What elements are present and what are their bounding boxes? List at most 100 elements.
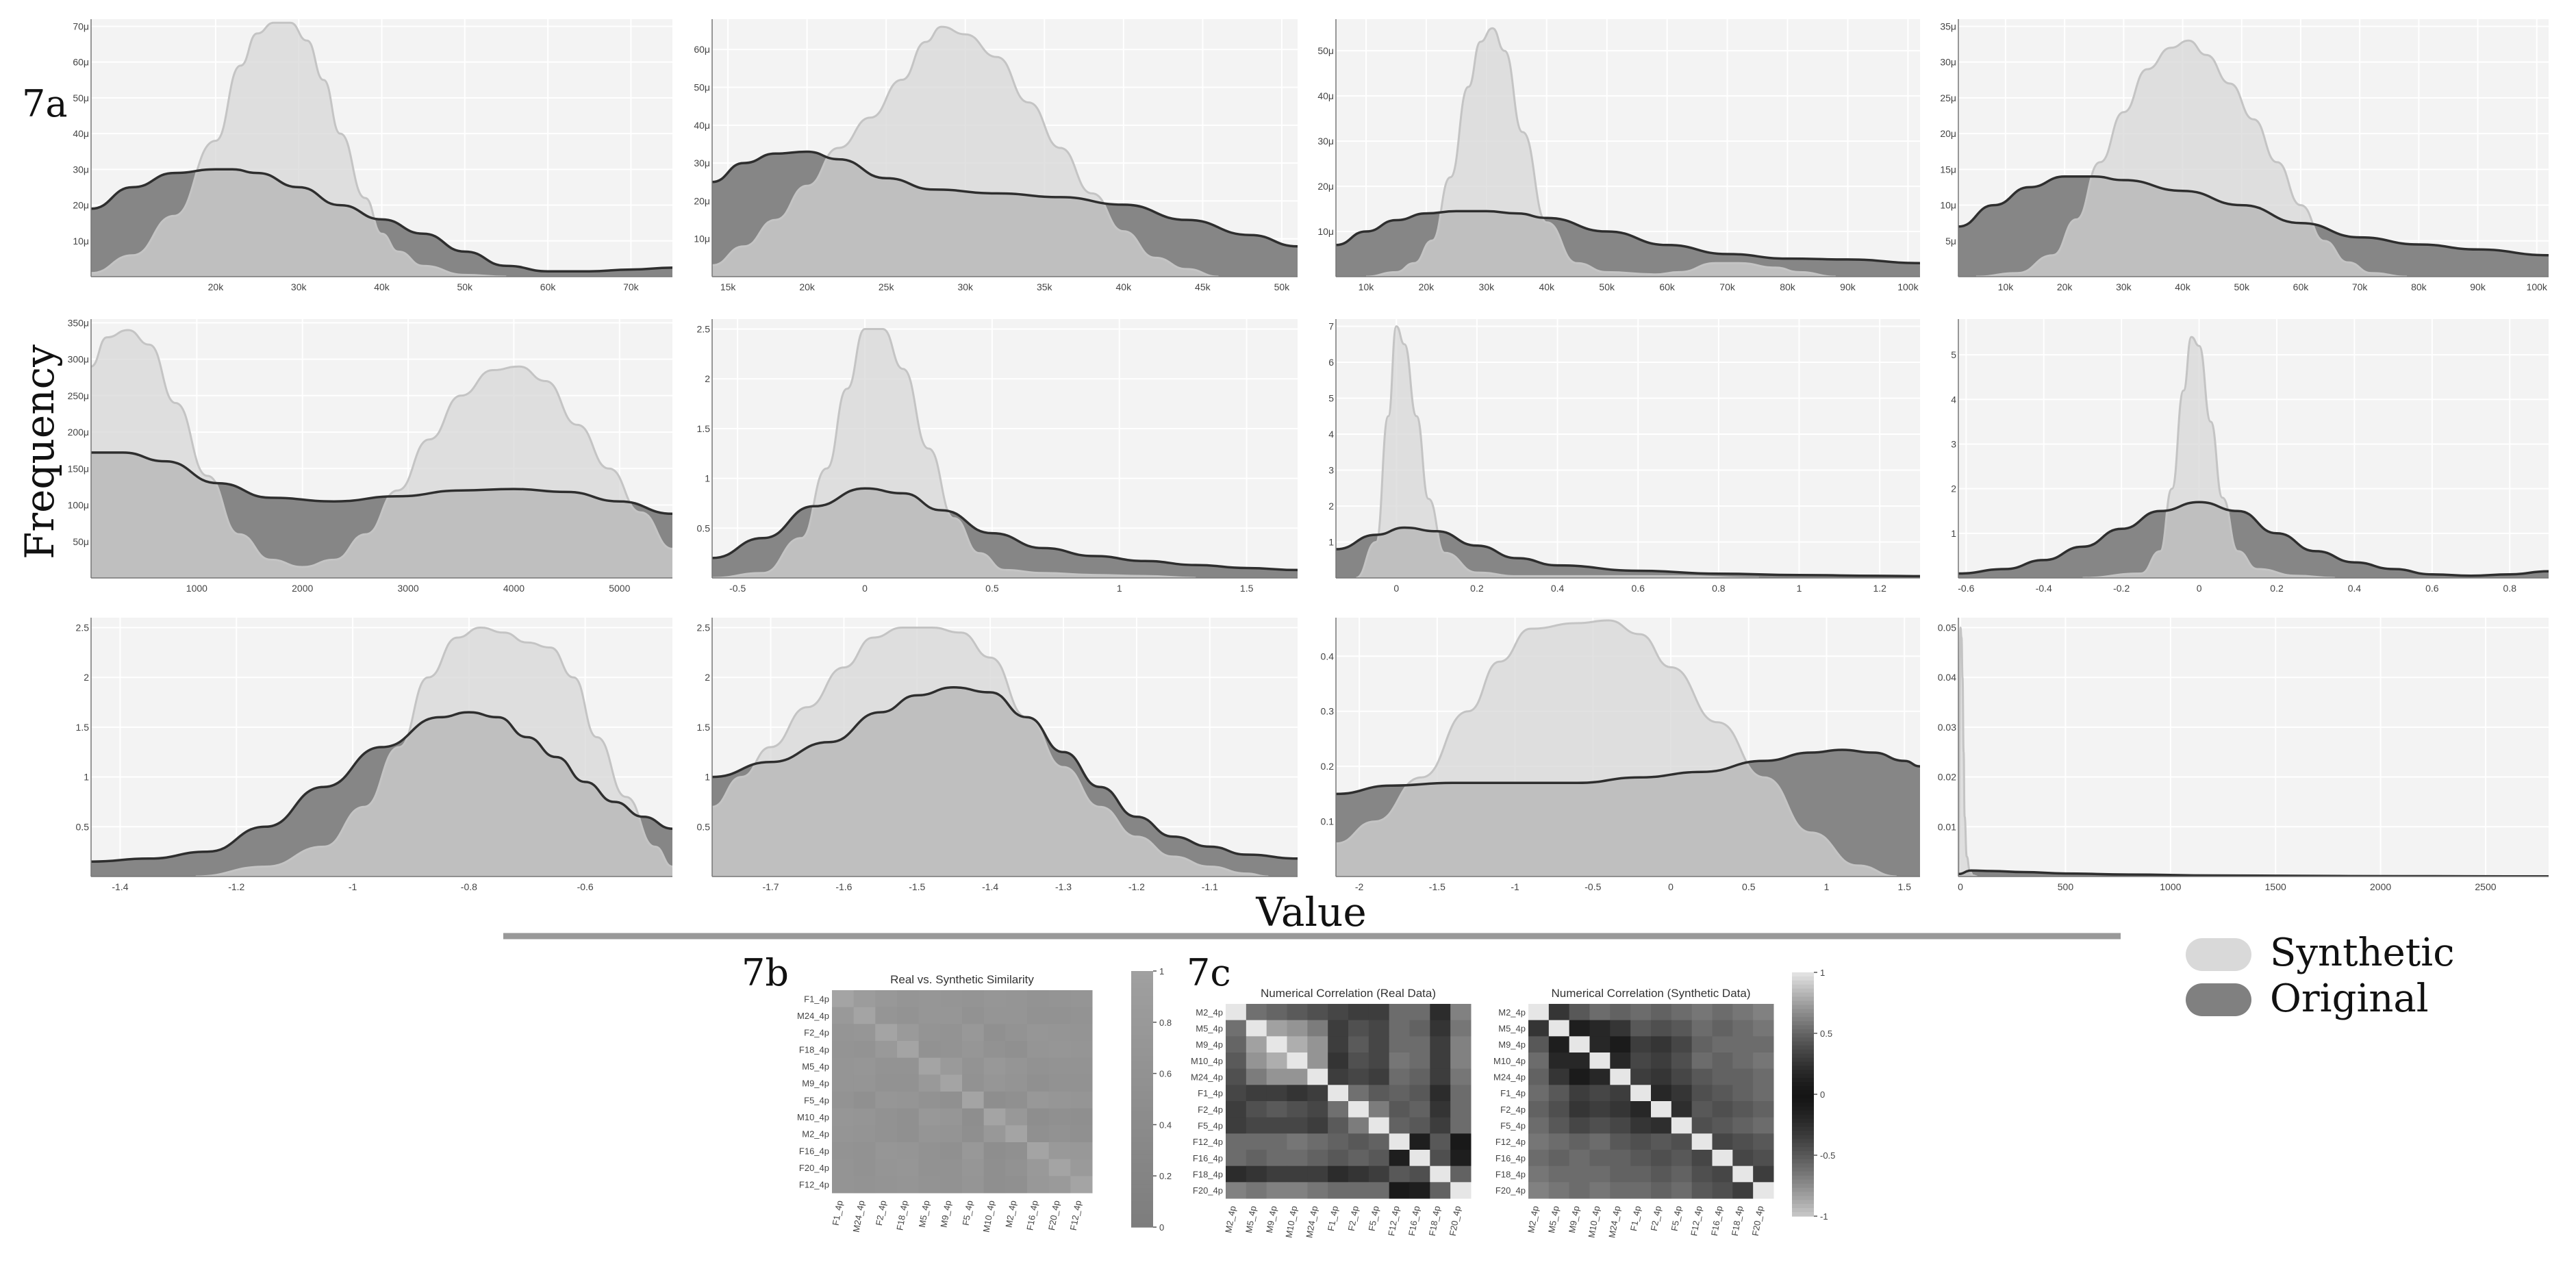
density-areas: [1958, 39, 2549, 277]
series-area-synthetic: [1958, 627, 1978, 877]
heatmap-cell: [962, 1074, 985, 1092]
colorbar-step: [1792, 980, 1814, 985]
heatmap-cell: [832, 1176, 855, 1194]
heatmap-cell: [1450, 1133, 1472, 1150]
heatmap-cell: [1328, 1036, 1349, 1053]
heatmap-cell: [1266, 1004, 1287, 1021]
y-tick-label: 5: [1951, 349, 1956, 360]
heatmap-cell: [1450, 1053, 1472, 1070]
heatmap-cell: [918, 1057, 941, 1075]
heatmap-cell: [1732, 1053, 1754, 1070]
heatmap-cell: [1005, 1007, 1028, 1024]
colorbar-step: [1792, 1196, 1814, 1200]
heatmap-cell: [1610, 1101, 1631, 1118]
colorbar-step: [1131, 975, 1153, 981]
heatmap-cell: [832, 1159, 855, 1176]
y-tick-label: 2: [705, 373, 710, 384]
heatmap-cell: [1266, 1133, 1287, 1150]
heatmap-cell: [1246, 1085, 1267, 1102]
heatmap-row-label: F2_4p: [1198, 1105, 1223, 1115]
heatmap-cell: [853, 1041, 876, 1059]
x-tick-label: 0.6: [1631, 583, 1645, 594]
heatmap-cell: [1589, 1101, 1611, 1118]
heatmap-row-label: F20_4p: [1495, 1185, 1526, 1196]
y-tick-label: 0.2: [1321, 761, 1335, 772]
heatmap-cell: [1328, 1150, 1349, 1167]
heatmap-col-label: F20_4p: [1046, 1200, 1061, 1231]
y-tick-label: 35μ: [1940, 21, 1956, 31]
heatmap-cell: [1328, 1165, 1349, 1183]
heatmap-cell: [1548, 1182, 1570, 1199]
colorbar-step: [1131, 1005, 1153, 1010]
heatmap-cell: [897, 1074, 920, 1092]
heatmap-row-label: M2_4p: [1196, 1007, 1223, 1018]
heatmap-cell: [897, 1125, 920, 1143]
y-tick-label: 1: [705, 473, 710, 484]
heatmap-cell: [1589, 1150, 1611, 1167]
heatmap-cell: [832, 1108, 855, 1126]
colorbar-step: [1792, 1066, 1814, 1070]
heatmap-cell: [1287, 1117, 1308, 1134]
heatmap-cell: [853, 1024, 876, 1042]
heatmap-cell: [1691, 1053, 1713, 1070]
density-areas: [91, 626, 672, 877]
heatmap-cell: [1070, 1057, 1093, 1075]
y-tick-label: 10μ: [1940, 200, 1956, 211]
x-tick-label: 60k: [2293, 281, 2310, 292]
heatmap-cell: [1070, 1108, 1093, 1126]
x-tick-label: 35k: [1037, 281, 1053, 292]
y-tick-label: 60μ: [73, 57, 89, 68]
heatmap-cell: [1368, 1165, 1390, 1183]
heatmap-cell: [1226, 1117, 1247, 1134]
heatmap-cell: [1328, 1117, 1349, 1134]
heatmap-cell: [962, 1041, 985, 1059]
heatmap-cell: [853, 1057, 876, 1075]
heatmap-cell: [1389, 1101, 1410, 1118]
heatmap-cell: [1753, 1068, 1774, 1085]
heatmap-cell: [1246, 1133, 1267, 1150]
heatmap-cell: [1389, 1117, 1410, 1134]
heatmap-cell: [1307, 1085, 1328, 1102]
heatmap-cell: [1328, 1101, 1349, 1118]
colorbar-step: [1131, 1129, 1153, 1134]
heatmap-cell: [1450, 1036, 1472, 1053]
x-tick-label: -1: [1511, 881, 1519, 892]
colorbar-step: [1131, 979, 1153, 985]
heatmap-cell: [1328, 1068, 1349, 1085]
heatmap-col-label: F16_4p: [1024, 1200, 1039, 1231]
heatmap-row-label: M2_4p: [802, 1129, 829, 1139]
series-line-synthetic: [91, 329, 672, 568]
heatmap-cell: [1246, 1004, 1267, 1021]
heatmap-cell: [962, 1024, 985, 1042]
y-tick-label: 3: [1951, 438, 1956, 449]
heatmap-cell: [1610, 1004, 1631, 1021]
series-area-synthetic: [1336, 620, 1897, 877]
y-tick-label: 6: [1328, 357, 1334, 368]
heatmap-col-label: M2_4p: [1526, 1205, 1541, 1234]
heatmap-cell: [1651, 1117, 1672, 1134]
heatmap-cell: [1753, 1150, 1774, 1167]
heatmap-cell: [1005, 1176, 1028, 1194]
heatmap-cell: [1328, 1085, 1349, 1102]
heatmap-col-label: M10_4p: [1283, 1205, 1299, 1239]
colorbar-step: [1792, 1021, 1814, 1026]
x-tick-label: 1.2: [1873, 583, 1886, 594]
kde-panel-5: 1000 2000 3000 4000 5000 50μ 100μ 150μ 200μ 250μ 3…: [68, 317, 672, 594]
heatmap-row-label: M5_4p: [1498, 1024, 1526, 1034]
heatmap-cell: [832, 1142, 855, 1160]
heatmap-cell: [1430, 1101, 1451, 1118]
heatmap-title: Real vs. Synthetic Similarity: [890, 973, 1034, 986]
y-tick-label: 100μ: [68, 500, 89, 511]
heatmap-cell: [1048, 1092, 1071, 1109]
heatmap-cell: [853, 1074, 876, 1092]
heatmap-1: Real vs. Synthetic Similarity F1_4p M24_4p…: [797, 966, 1172, 1233]
heatmap-cell: [832, 1057, 855, 1075]
heatmap-cell: [875, 1041, 898, 1059]
heatmap-cell: [940, 990, 963, 1008]
series-line-original: [1336, 748, 1920, 796]
y-tick-label: 30μ: [73, 164, 89, 175]
heatmap-row-label: F16_4p: [1193, 1153, 1223, 1163]
series-line-synthetic: [1355, 325, 1759, 578]
heatmap-cell: [1753, 1101, 1774, 1118]
